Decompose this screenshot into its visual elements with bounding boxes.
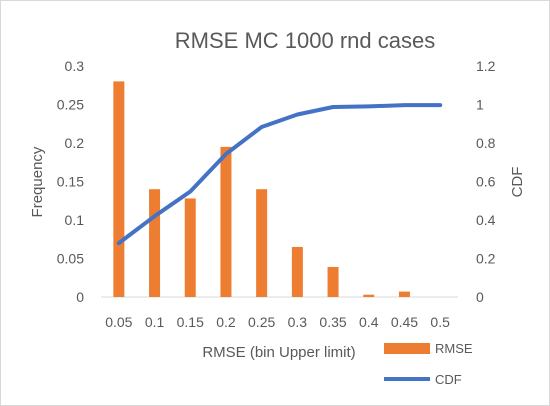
y-axis-left: 0 0.05 0.1 0.15 0.2 0.25 0.3 (57, 58, 84, 305)
x-tick-label: 0.3 (288, 314, 308, 330)
rmse-bar (291, 246, 303, 297)
y2-tick-label: 0 (476, 289, 484, 305)
y-tick-label: 0.25 (57, 97, 84, 113)
x-tick-label: 0.15 (177, 314, 204, 330)
rmse-bars (113, 81, 410, 298)
y-tick-label: 0.3 (65, 58, 85, 74)
y2-tick-label: 0.6 (476, 174, 496, 190)
y2-tick-label: 1.2 (476, 58, 496, 74)
rmse-bar (149, 189, 161, 297)
y2-axis-label: CDF (509, 167, 526, 198)
x-axis: 0.05 0.1 0.15 0.2 0.25 0.3 0.35 0.4 0.45 0.5 (105, 314, 450, 330)
legend-label-cdf: CDF (435, 372, 462, 387)
y-tick-label: 0.15 (57, 174, 84, 190)
rmse-bar (220, 146, 232, 297)
rmse-bar (184, 198, 196, 297)
y-tick-label: 0 (76, 289, 84, 305)
legend-label-rmse: RMSE (435, 341, 473, 356)
rmse-bar (256, 189, 268, 297)
rmse-bar (327, 266, 339, 297)
rmse-bar (363, 294, 375, 297)
y-axis-right: 0 0.2 0.4 0.6 0.8 1 1.2 (476, 58, 496, 305)
x-tick-label: 0.1 (145, 314, 165, 330)
x-tick-label: 0.35 (319, 314, 346, 330)
y2-tick-label: 1 (476, 97, 484, 113)
x-tick-label: 0.5 (430, 314, 450, 330)
y-axis-label: Frequency (29, 146, 46, 217)
y-tick-label: 0.05 (57, 251, 84, 267)
x-axis-label: RMSE (bin Upper limit) (202, 344, 355, 361)
x-tick-label: 0.25 (248, 314, 275, 330)
x-tick-label: 0.45 (391, 314, 418, 330)
rmse-bar (113, 81, 125, 298)
y2-tick-label: 0.8 (476, 135, 496, 151)
y-tick-label: 0.1 (65, 212, 85, 228)
y-tick-label: 0.2 (65, 135, 85, 151)
y2-tick-label: 0.4 (476, 212, 496, 228)
x-tick-label: 0.4 (359, 314, 379, 330)
x-tick-label: 0.05 (105, 314, 132, 330)
legend-swatch-rmse (384, 343, 430, 354)
cdf-line (116, 103, 443, 246)
chart-title: RMSE MC 1000 rnd cases (175, 28, 435, 53)
legend: RMSE CDF (384, 341, 473, 387)
x-tick-label: 0.2 (216, 314, 236, 330)
y2-tick-label: 0.2 (476, 251, 496, 267)
cdf-series (116, 103, 443, 246)
rmse-bar (398, 291, 410, 297)
